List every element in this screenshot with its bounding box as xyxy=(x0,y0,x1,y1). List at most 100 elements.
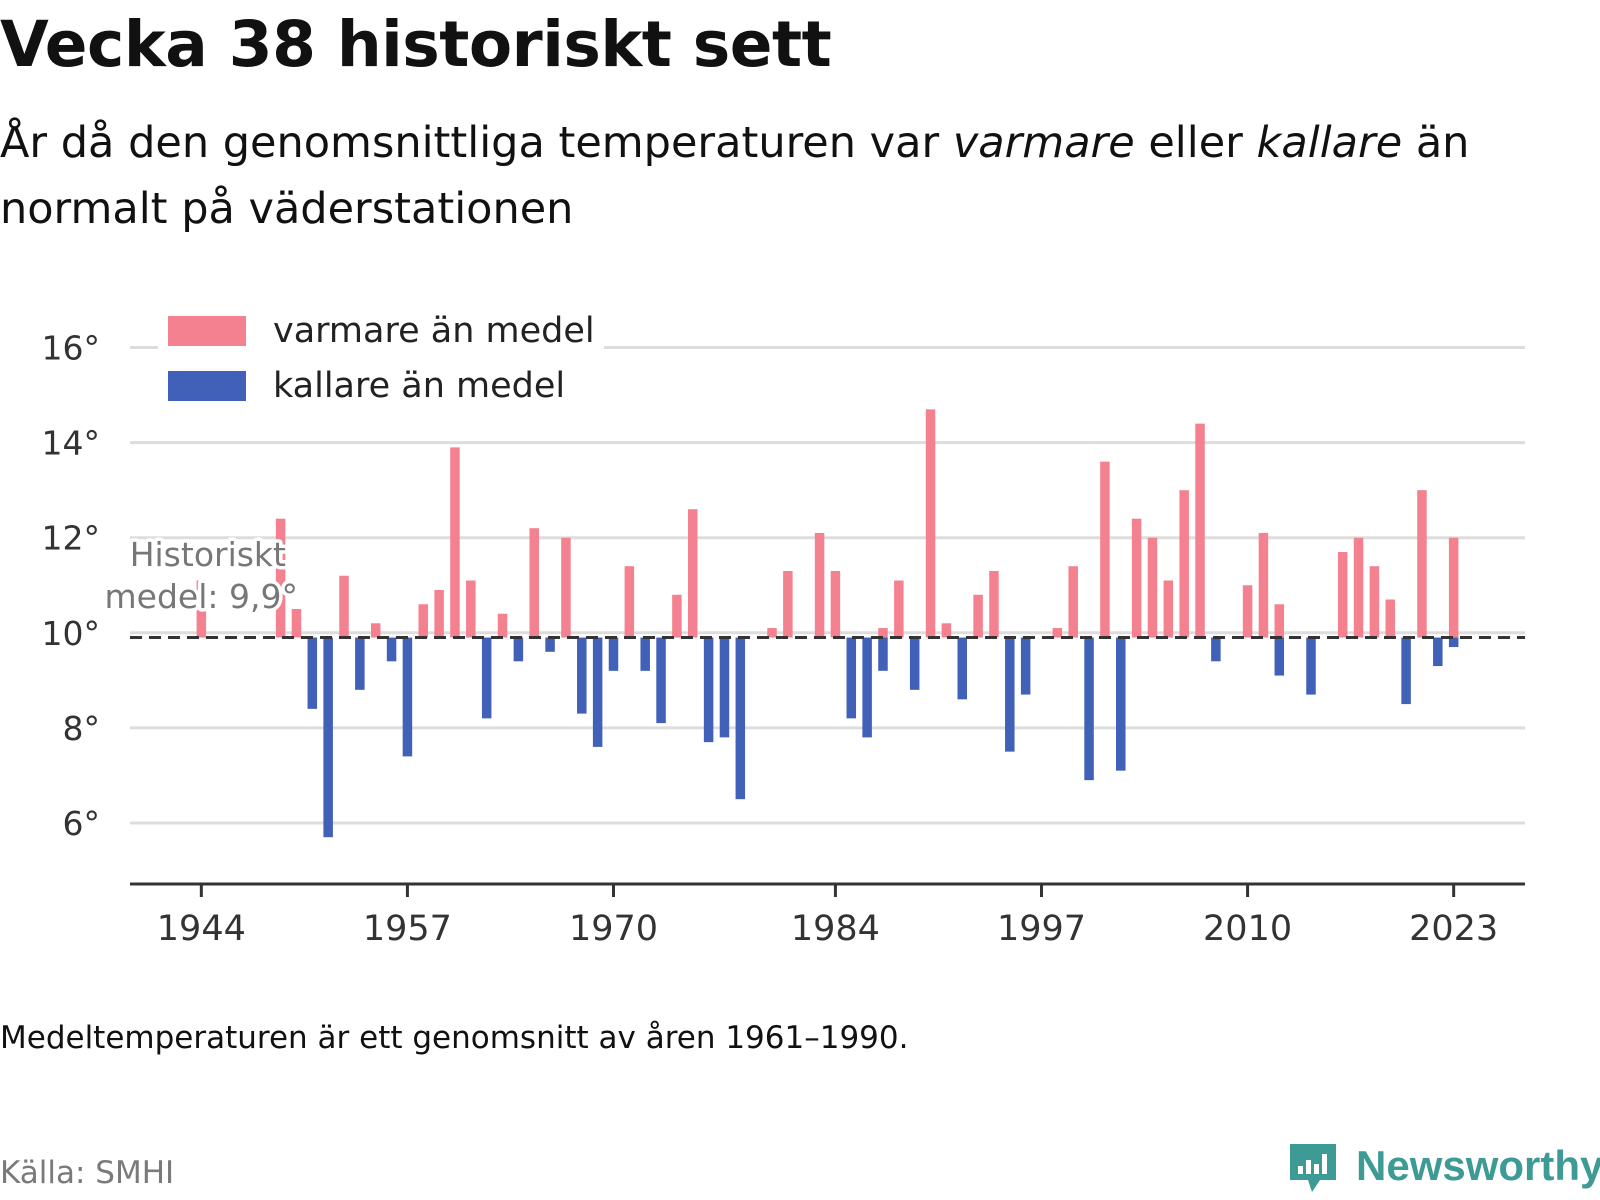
y-axis-ticks: 6° 8° 10° 12° 14° 16° xyxy=(42,329,101,843)
bar-warm xyxy=(497,613,508,638)
legend-label-warm: varmare än medel xyxy=(273,311,595,351)
mean-annotation: Historiskt medel: 9,9° xyxy=(101,532,301,620)
x-tick-label: 1970 xyxy=(569,909,658,949)
mean-annotation-line-2: medel: 9,9° xyxy=(105,577,298,616)
temperature-bar-chart: 6° 8° 10° 12° 14° 16° 1944 1957 1970 1984 1997 201… xyxy=(42,300,1525,949)
bar-warm xyxy=(1147,537,1158,638)
bar-cold xyxy=(703,637,714,743)
legend-label-cold: kallare än medel xyxy=(273,366,565,406)
bar-warm xyxy=(989,570,999,638)
bar-cold xyxy=(608,637,619,671)
y-tick-label: 8° xyxy=(63,709,101,748)
bar-cold xyxy=(1020,637,1031,695)
subtitle-part-3: än normalt på väderstationen xyxy=(0,118,1470,234)
bar-warm xyxy=(941,623,952,638)
bar-cold xyxy=(1005,637,1015,752)
bar-warm xyxy=(1353,537,1364,638)
chart-subtitle: År då den genomsnittliga temperaturen va… xyxy=(0,110,1560,242)
bar-warm xyxy=(1337,551,1348,638)
bar-cold xyxy=(386,637,397,662)
bar-warm xyxy=(1195,423,1205,638)
bar-cold xyxy=(513,637,524,662)
bar-warm xyxy=(973,594,983,638)
bar-warm xyxy=(925,409,936,638)
bar-warm xyxy=(1100,461,1110,638)
x-tick-label: 1957 xyxy=(363,909,452,949)
subtitle-part-2: eller xyxy=(1134,118,1257,168)
bar-warm xyxy=(1274,604,1285,638)
bar-warm xyxy=(370,623,381,638)
bar-warm xyxy=(450,447,460,638)
bar-cold xyxy=(1306,637,1316,695)
x-tick-label: 2010 xyxy=(1203,909,1292,949)
bar-warm xyxy=(434,590,444,638)
legend: varmare än medel kallare än medel xyxy=(158,300,604,423)
subtitle-warm-word: varmare xyxy=(952,118,1135,168)
bar-cold xyxy=(481,637,492,719)
footnote: Medeltemperaturen är ett genomsnitt av å… xyxy=(0,1020,909,1056)
bar-cold xyxy=(577,637,587,714)
y-tick-label: 10° xyxy=(42,614,101,653)
bar-warm xyxy=(1242,585,1253,638)
source-credit: Källa: SMHI xyxy=(0,1155,175,1191)
bar-warm xyxy=(672,594,682,638)
bar-cold xyxy=(1433,637,1443,667)
bar-warm xyxy=(529,528,539,638)
bar-warm xyxy=(196,580,207,638)
bar-cold xyxy=(957,637,967,700)
bar-warm xyxy=(1068,566,1078,638)
bar-warm xyxy=(1052,628,1063,638)
bar-warm xyxy=(1417,490,1427,638)
bar-cold xyxy=(592,637,603,747)
bar-warm xyxy=(1179,490,1189,638)
bar-cold xyxy=(878,637,888,671)
bar-cold xyxy=(656,637,666,724)
y-tick-label: 6° xyxy=(63,804,101,843)
y-tick-label: 14° xyxy=(42,424,101,463)
bar-warm xyxy=(418,604,429,638)
bar-warm xyxy=(1258,532,1269,638)
subtitle-part-1: År då den genomsnittliga temperaturen va… xyxy=(0,118,953,168)
bar-cold xyxy=(1274,637,1285,676)
bar-warm xyxy=(1448,537,1459,638)
legend-swatch-cold xyxy=(168,371,246,401)
newsworthy-logo-icon xyxy=(1290,1144,1336,1192)
bar-warm xyxy=(275,518,286,638)
x-tick-label: 1997 xyxy=(997,909,1086,949)
bar-cold xyxy=(1211,637,1221,662)
y-tick-label: 16° xyxy=(42,329,101,368)
chart-title: Vecka 38 historiskt sett xyxy=(0,8,832,81)
bar-warm xyxy=(688,509,698,638)
bar-cold xyxy=(1448,637,1459,648)
bar-warm xyxy=(1369,566,1380,638)
bar-cold xyxy=(355,637,365,690)
bar-warm xyxy=(767,628,777,638)
y-tick-label: 12° xyxy=(42,519,101,558)
bar-cold xyxy=(735,637,746,800)
bar-warm xyxy=(291,609,302,638)
newsworthy-wordmark: Newsworthy xyxy=(1356,1142,1600,1189)
bar-warm xyxy=(1131,518,1142,638)
subtitle-cold-word: kallare xyxy=(1256,118,1403,168)
bar-warm xyxy=(783,570,793,638)
bar-warm xyxy=(624,566,635,638)
bar-warm xyxy=(894,580,904,638)
bar-cold xyxy=(307,637,318,709)
bar-cold xyxy=(545,637,555,652)
bar-cold xyxy=(640,637,650,671)
bar-warm xyxy=(814,532,825,638)
bar-cold xyxy=(909,637,920,690)
x-tick-label: 2023 xyxy=(1409,909,1498,949)
bar-cold xyxy=(1084,637,1094,781)
bar-cold xyxy=(1116,637,1126,771)
bar-warm xyxy=(339,575,349,638)
mean-annotation-line-1: Historiskt xyxy=(130,535,286,574)
bar-warm xyxy=(830,570,841,638)
bar-cold xyxy=(719,637,730,738)
bar-warm xyxy=(1385,599,1396,638)
bar-warm xyxy=(878,628,888,638)
x-tick-label: 1984 xyxy=(791,909,880,949)
x-axis: 1944 1957 1970 1984 1997 2010 2023 xyxy=(130,882,1525,949)
legend-swatch-warm xyxy=(168,316,246,346)
bar-cold xyxy=(323,637,333,838)
